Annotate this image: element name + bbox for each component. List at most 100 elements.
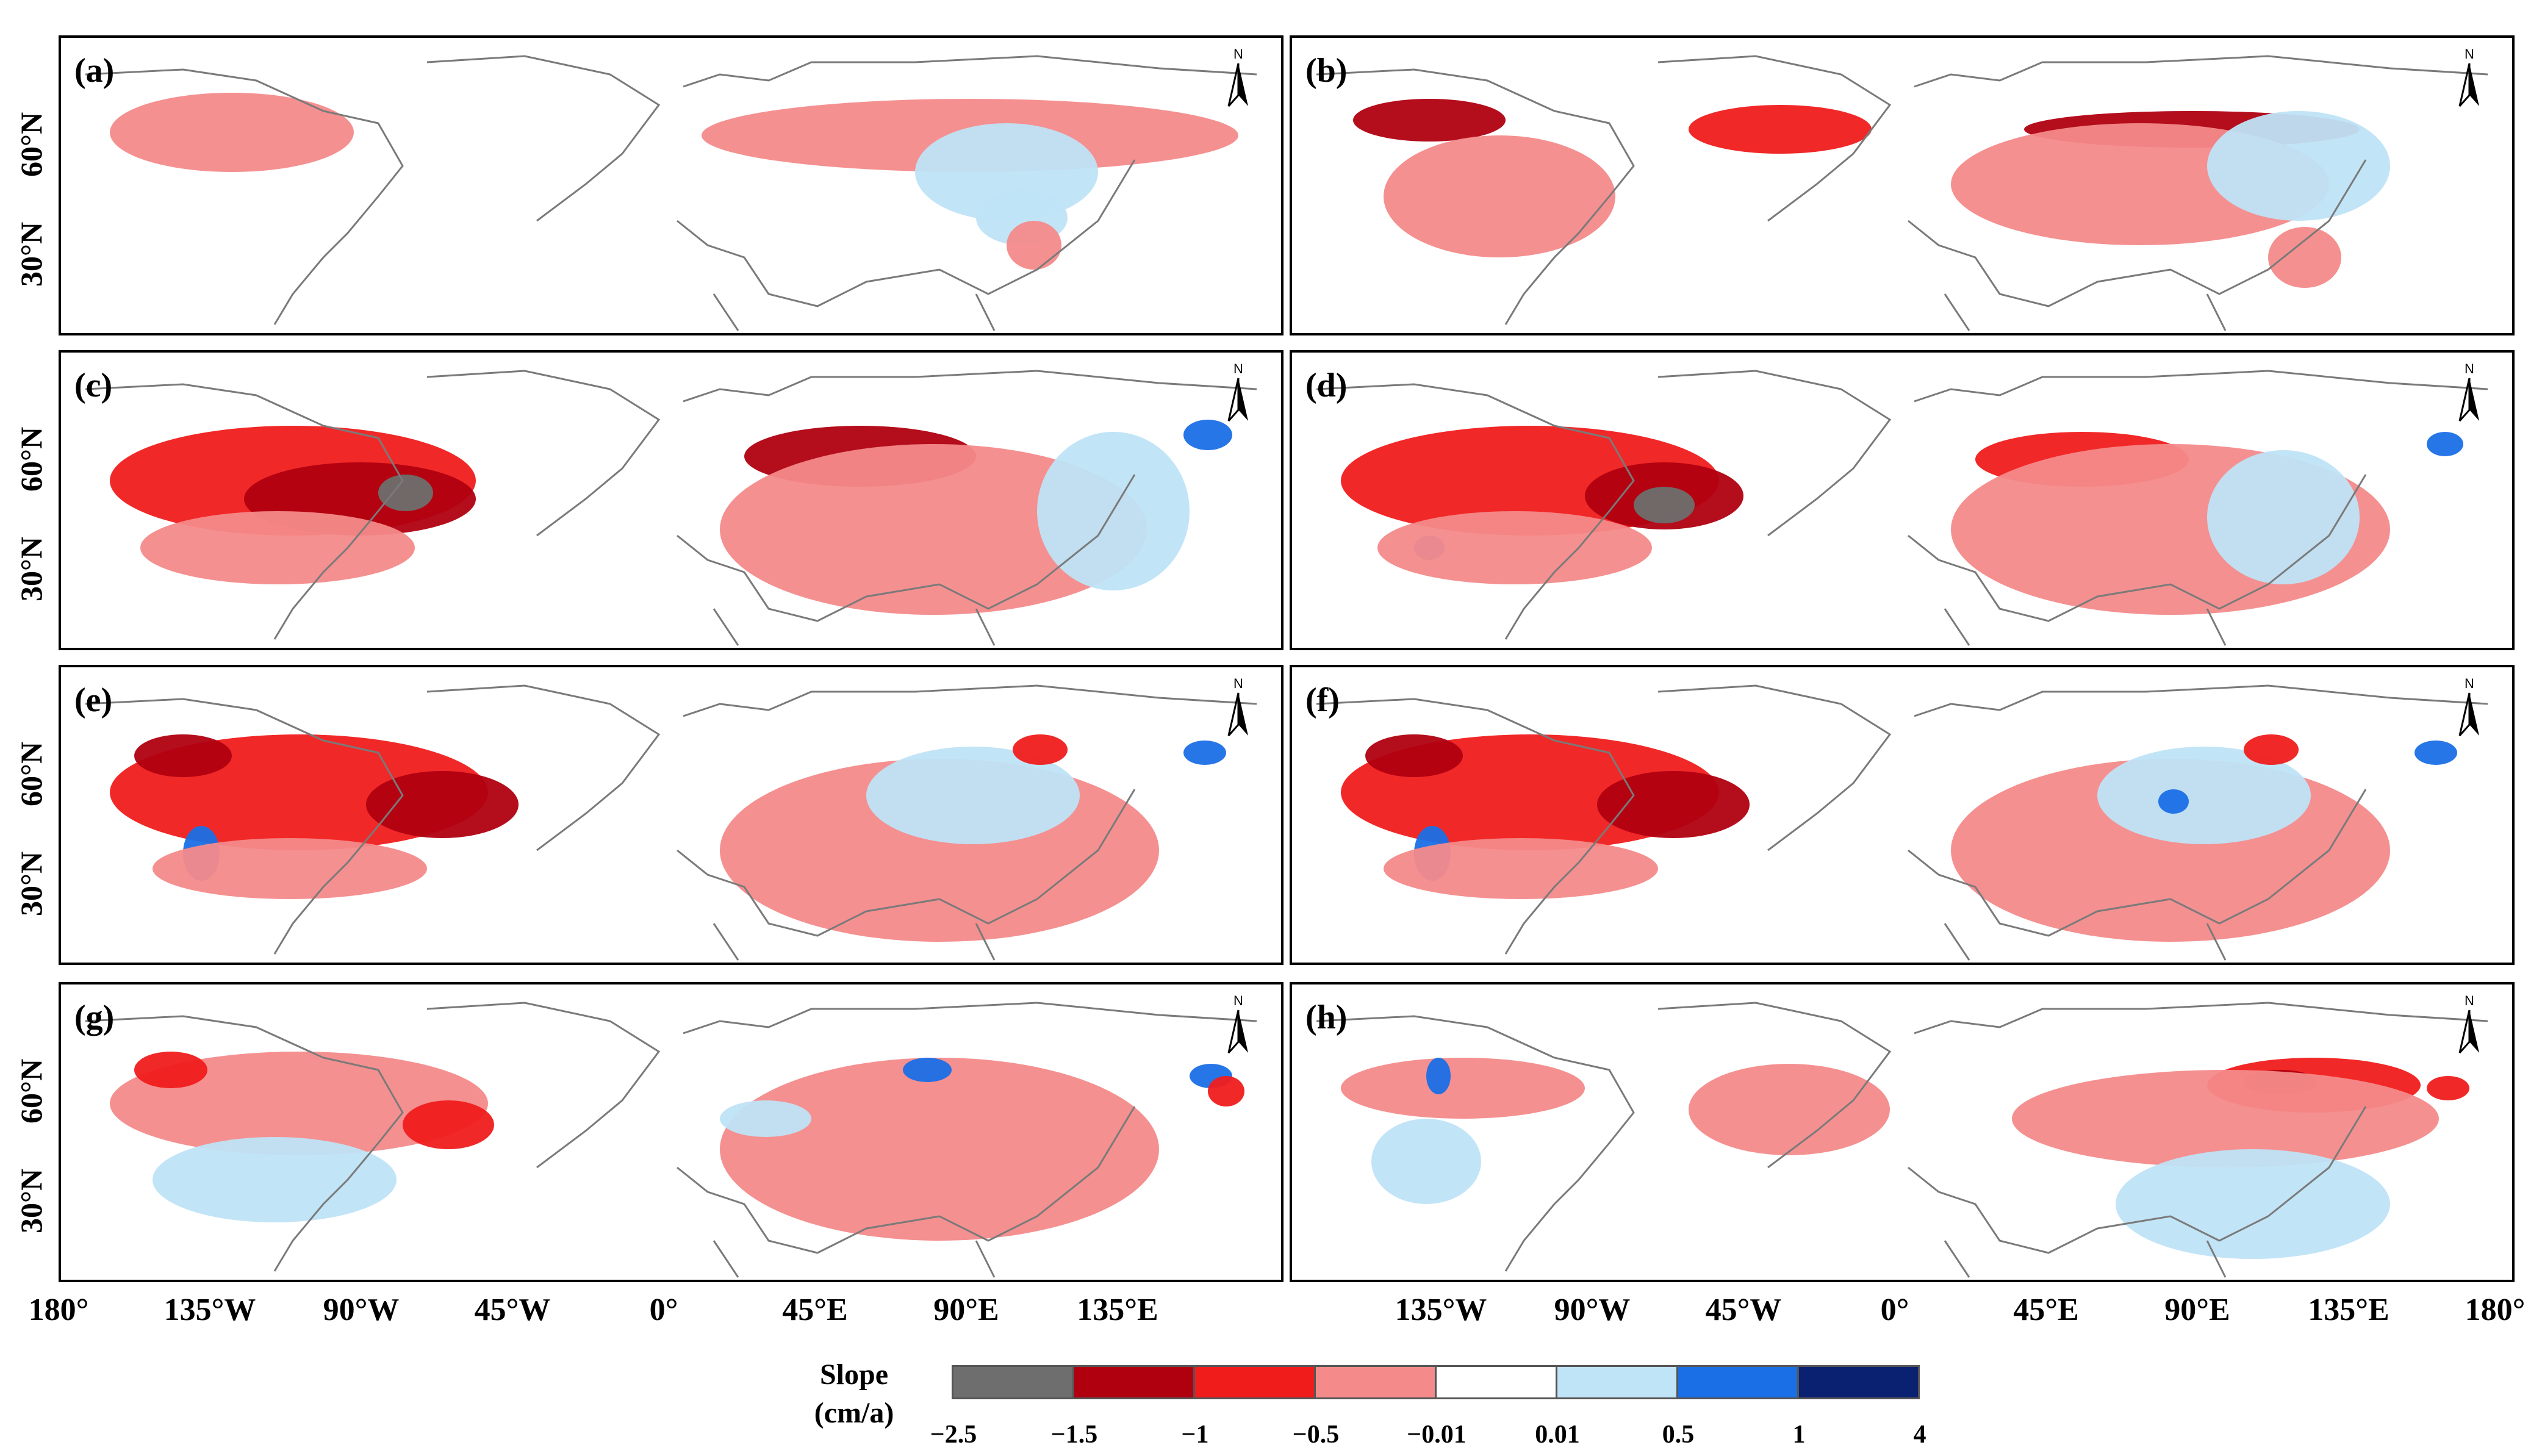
- coastline: [85, 684, 1257, 961]
- map-g: [85, 1002, 1257, 1278]
- map-panel-e: (e) N: [59, 665, 1284, 965]
- map-region: [2244, 734, 2299, 765]
- svg-text:N: N: [2465, 676, 2474, 691]
- north-arrow-icon: N: [2458, 676, 2479, 736]
- legend-tick-label: 4: [1913, 1421, 1926, 1449]
- legend-swatch: [1435, 1365, 1557, 1399]
- panel-label-g: (g): [74, 999, 115, 1036]
- map-region: [1353, 99, 1506, 142]
- north-arrow-icon: N: [1227, 993, 1248, 1053]
- svg-text:N: N: [2465, 361, 2474, 376]
- map-region: [866, 747, 1080, 844]
- coastline: [1316, 1002, 2488, 1278]
- map-region: [2207, 450, 2360, 584]
- legend-swatch: [1072, 1365, 1195, 1399]
- map-region: [153, 1137, 397, 1222]
- map-region: [153, 838, 427, 899]
- map-panel-c: (c) N: [59, 350, 1284, 650]
- map-panel-g: (g) N: [59, 982, 1284, 1282]
- coastline: [1316, 370, 2488, 646]
- svg-text:N: N: [1233, 46, 1243, 62]
- panel-label-d: (d): [1305, 367, 1348, 404]
- svg-text:N: N: [1233, 361, 1243, 376]
- map-panel-d: (d) N: [1290, 350, 2515, 650]
- legend-tick-label: 0.5: [1662, 1421, 1695, 1449]
- map-panel-f: (f) N: [1290, 665, 2515, 965]
- panel-label-b: (b): [1305, 52, 1348, 90]
- map-region: [1377, 511, 1652, 584]
- svg-text:N: N: [2465, 46, 2474, 62]
- map-region: [1208, 1076, 1244, 1106]
- map-region: [140, 511, 415, 584]
- legend-tick-label: −0.5: [1292, 1421, 1340, 1449]
- panel-label-h: (h): [1305, 999, 1348, 1036]
- panel-label-f: (f): [1305, 681, 1340, 719]
- legend-title-line1: Slope: [819, 1358, 889, 1391]
- map-a: [85, 55, 1257, 331]
- coastline: [85, 370, 1257, 646]
- lon-label: 180°: [2465, 1293, 2526, 1327]
- lon-label: 135°E: [2308, 1293, 2389, 1327]
- legend-swatch: [952, 1365, 1074, 1399]
- legend-tick-label: −1: [1181, 1421, 1209, 1449]
- map-c: [85, 370, 1257, 646]
- map-region: [2207, 111, 2390, 221]
- map-region: [1426, 1058, 1451, 1094]
- lat-label-60n: 60°N: [14, 112, 48, 177]
- legend-swatch: [1676, 1365, 1799, 1399]
- legend-title: Slope (cm/a): [799, 1358, 909, 1430]
- map-region: [720, 1100, 811, 1137]
- north-arrow-icon: N: [1227, 46, 1248, 107]
- lat-label-60n: 60°N: [14, 426, 48, 492]
- lat-label-30n: 30°N: [14, 536, 48, 601]
- lon-label: 135°E: [1077, 1293, 1158, 1327]
- map-region: [2097, 747, 2311, 844]
- north-arrow-icon: N: [1227, 361, 1248, 421]
- map-region: [720, 444, 1147, 615]
- map-region: [1634, 487, 1695, 523]
- legend-swatch: [1797, 1365, 1920, 1399]
- lon-label: 135°W: [163, 1293, 256, 1327]
- map-region: [110, 1052, 488, 1155]
- map-panel-a: (a) N: [59, 35, 1284, 335]
- map-region: [1384, 838, 1658, 899]
- lon-label: 90°W: [323, 1293, 400, 1327]
- lon-label: 90°E: [933, 1293, 999, 1327]
- map-region: [1183, 741, 1226, 765]
- coastline: [85, 55, 1257, 331]
- svg-text:N: N: [2465, 993, 2474, 1008]
- lon-label: 135°W: [1395, 1293, 1487, 1327]
- coastline: [85, 1002, 1257, 1278]
- map-e: [85, 684, 1257, 961]
- map-region: [1689, 1064, 1890, 1155]
- north-arrow-icon: N: [2458, 46, 2479, 107]
- map-h: [1316, 1002, 2488, 1278]
- map-region: [1007, 221, 1061, 270]
- lon-label: 90°W: [1554, 1293, 1631, 1327]
- map-region: [2427, 432, 2463, 456]
- legend-tick-label: −0.01: [1407, 1421, 1467, 1449]
- lon-label: 45°W: [474, 1293, 551, 1327]
- lon-label: 180°: [28, 1293, 89, 1327]
- lon-label: 0°: [1880, 1293, 1909, 1327]
- coastline: [1316, 55, 2488, 331]
- panel-label-a: (a): [74, 52, 115, 90]
- legend-title-line2: (cm/a): [814, 1397, 894, 1429]
- map-panel-h: (h) N: [1290, 982, 2515, 1282]
- lat-label-30n: 30°N: [14, 1168, 48, 1233]
- map-region: [403, 1100, 494, 1149]
- legend-tick-label: −1.5: [1050, 1421, 1098, 1449]
- map-region: [1597, 771, 1750, 838]
- map-region: [378, 475, 433, 511]
- north-arrow-icon: N: [2458, 361, 2479, 421]
- lat-label-60n: 60°N: [14, 1058, 48, 1124]
- map-region: [2012, 1070, 2439, 1167]
- lat-label-60n: 60°N: [14, 741, 48, 806]
- map-region: [903, 1058, 952, 1082]
- coastline: [1316, 684, 2488, 961]
- legend-swatch: [1193, 1365, 1316, 1399]
- map-region: [2415, 741, 2457, 765]
- map-b: [1316, 55, 2488, 331]
- panel-label-e: (e): [74, 681, 113, 719]
- map-region: [134, 1052, 207, 1088]
